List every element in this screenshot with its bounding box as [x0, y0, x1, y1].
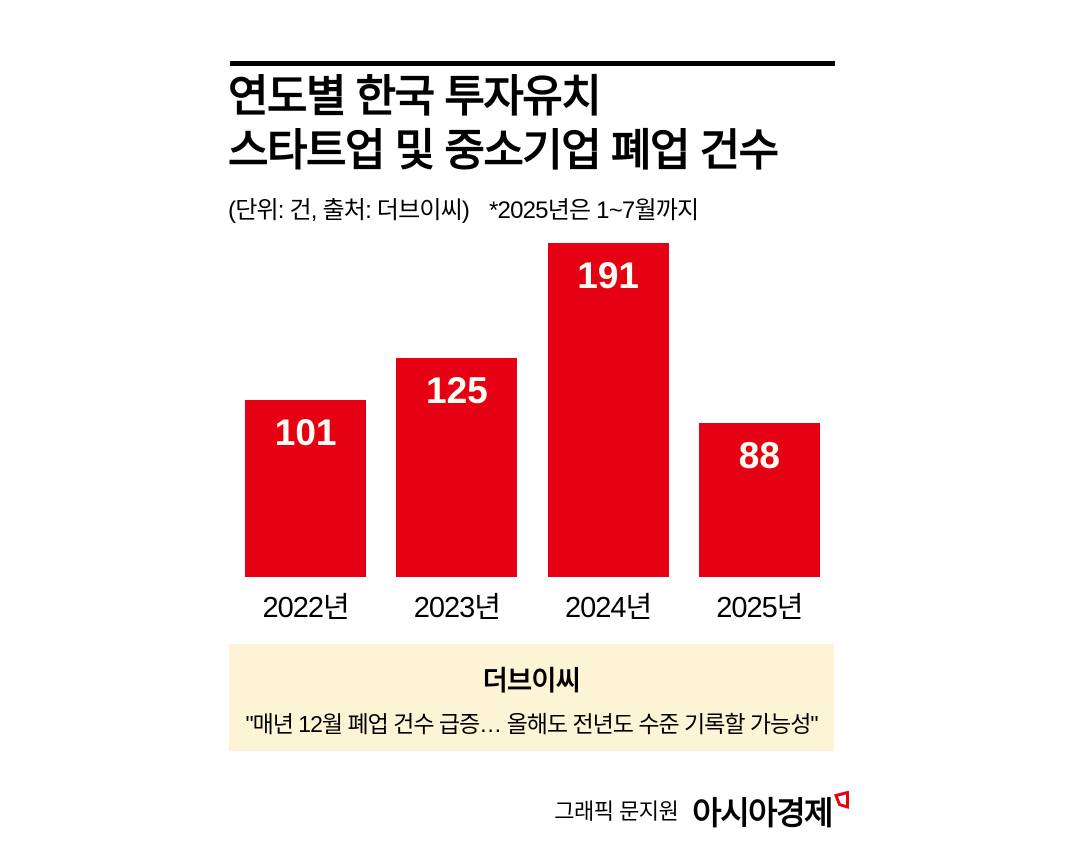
- chart-title-line1: 연도별 한국 투자유치: [228, 72, 602, 121]
- top-rule: [230, 61, 835, 66]
- quote-box: 더브이씨 "매년 12월 폐업 건수 급증… 올해도 전년도 수준 기록할 가능…: [229, 644, 834, 751]
- bar-column: 191: [533, 243, 684, 577]
- chart-title-line2: 스타트업 및 중소기업 폐업 건수: [228, 125, 779, 175]
- quote-source: 더브이씨: [482, 666, 581, 696]
- bar-value-label: 125: [426, 370, 488, 411]
- brand-flag-icon: [833, 783, 850, 815]
- brand-name: 아시아경제: [692, 795, 833, 831]
- bar-column: 88: [684, 423, 835, 577]
- bar-category-label: 2024년: [565, 592, 652, 624]
- bar-value-label: 191: [577, 255, 639, 296]
- bar-column: 101: [230, 400, 381, 577]
- bar-column: 125: [381, 358, 532, 577]
- bar-value-label: 101: [274, 412, 337, 453]
- bar-category-label: 2023년: [413, 592, 501, 624]
- bar-chart-plot: 101 125 191 88: [230, 227, 835, 577]
- brand-logo: 아시아경제: [692, 790, 850, 831]
- bar-category-label: 2022년: [262, 592, 350, 624]
- bar: 88: [698, 423, 820, 577]
- bar-category-label: 2025년: [716, 592, 803, 624]
- footnote-label: *2025년은 1~7월까지: [489, 197, 699, 224]
- footer: 그래픽 문지원 아시아경제: [230, 790, 850, 831]
- chart-title: 연도별 한국 투자유치 스타트업 및 중소기업 폐업 건수: [228, 70, 779, 177]
- chart-subtitle: (단위: 건, 출처: 더브이씨) *2025년은 1~7월까지: [228, 190, 699, 225]
- bar-chart-categories: 2022년 2023년 2024년 2025년: [230, 584, 835, 626]
- graphic-credit: 그래픽 문지원: [554, 799, 679, 824]
- bar: 125: [396, 358, 518, 577]
- bar: 191: [547, 243, 669, 577]
- quote-text: "매년 12월 폐업 건수 급증… 올해도 전년도 수준 기록할 가능성": [245, 711, 818, 737]
- bar: 101: [245, 400, 367, 577]
- bar-chart: 101 125 191 88 2022년 2023년 2024년 2025년: [230, 227, 835, 626]
- bar-value-label: 88: [738, 435, 780, 476]
- unit-source-label: (단위: 건, 출처: 더브이씨): [228, 197, 470, 224]
